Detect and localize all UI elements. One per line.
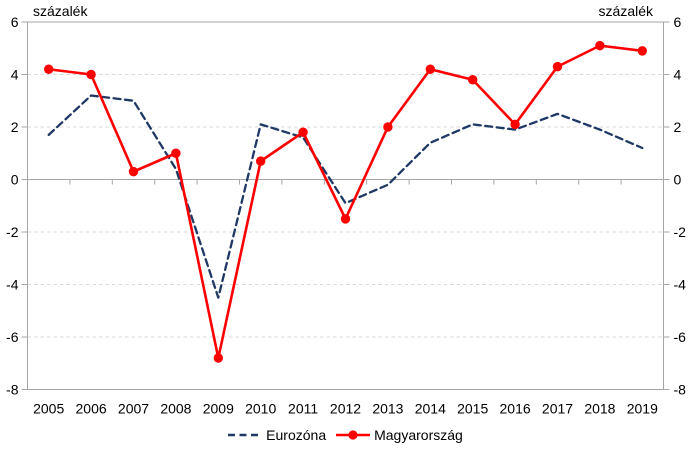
x-tick-label: 2009 [203,401,234,417]
x-tick-label: 2008 [160,401,191,417]
series-marker-1 [425,64,435,74]
y-tick-label-right: -8 [674,382,687,398]
x-tick-label: 2014 [415,401,446,417]
y-tick-label-left: -4 [6,277,19,293]
y-tick-label-right: -4 [674,277,687,293]
series-marker-1 [510,119,520,130]
series-marker-1 [44,64,54,74]
plot-border [27,21,664,390]
x-tick-label: 2010 [245,401,276,417]
y-tick-label-left: 2 [11,119,19,135]
legend-item-eurozona: Eurozóna [227,427,326,443]
series-marker-1 [298,127,308,137]
series-marker-1 [637,46,647,56]
x-tick-label: 2013 [372,401,403,417]
series-marker-1 [213,353,223,363]
legend-label-magyarorszag: Magyarország [374,427,463,443]
y-tick-label-left: 6 [11,14,19,30]
y-tick-label-left: -6 [6,329,19,345]
y-tick-label-left: -8 [6,382,19,398]
y-tick-label-left: 0 [11,172,19,188]
y-tick-label-right: 0 [674,172,682,188]
y-tick-label-left: -2 [6,224,19,240]
x-tick-label: 2019 [627,401,658,417]
series-marker-1 [340,214,351,224]
series-marker-1 [256,156,266,166]
eurozona-swatch-icon [228,433,263,437]
x-tick-label: 2017 [542,401,573,417]
y-axis-title-left: százalék [33,3,88,19]
x-tick-label: 2015 [457,401,488,417]
series-line-0 [47,94,644,299]
y-tick-label-right: 2 [674,119,682,135]
y-tick-label-right: 6 [674,14,682,30]
y-tick-label-right: 4 [674,67,682,83]
magyarorszag-swatch-marker [348,430,358,440]
x-tick-label: 2012 [330,401,361,417]
legend-label-eurozona: Eurozóna [266,427,327,443]
series-marker-1 [86,69,96,80]
x-tick-label: 2005 [33,401,64,417]
x-tick-label: 2011 [288,401,318,417]
y-tick-label-right: -2 [674,224,687,240]
x-tick-label: 2018 [584,401,615,417]
series-marker-1 [595,40,605,51]
y-axis-title-right: százalék [598,3,653,19]
x-tick-label: 2007 [118,401,149,417]
y-tick-label-right: -6 [674,329,687,345]
x-tick-label: 2016 [500,401,531,417]
series-marker-1 [468,75,478,85]
series-marker-1 [383,122,393,132]
series-marker-1 [128,166,139,177]
legend: Eurozóna Magyarország [0,424,690,446]
magyarorszag-swatch-icon [336,430,371,440]
series-marker-1 [171,148,181,158]
x-tick-label: 2006 [76,401,107,417]
legend-item-magyarorszag: Magyarország [335,427,463,443]
y-tick-label-left: 4 [11,67,19,83]
series-marker-1 [552,61,563,72]
